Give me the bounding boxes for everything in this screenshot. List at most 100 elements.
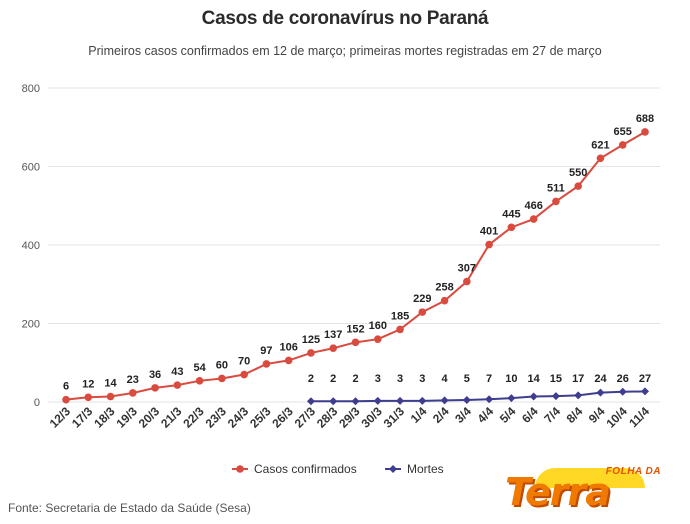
x-tick-label: 7/4 (541, 404, 563, 426)
data-point (129, 389, 137, 397)
data-label: 60 (216, 359, 228, 371)
data-label: 54 (193, 362, 206, 374)
source-note: Fonte: Secretaria de Estado da Saúde (Se… (8, 501, 251, 515)
x-tick-label: 19/3 (114, 404, 141, 431)
data-point (418, 308, 427, 316)
data-point (574, 182, 582, 190)
data-label: 14 (528, 373, 541, 385)
data-point (262, 360, 271, 368)
logo-top-text: FOLHA DA (605, 466, 661, 477)
x-tick-label: 12/3 (47, 404, 74, 431)
data-label: 258 (435, 282, 453, 294)
x-tick-label: 23/3 (203, 404, 230, 431)
data-label: 550 (569, 167, 587, 179)
data-point (396, 325, 404, 334)
data-label: 229 (413, 293, 431, 305)
data-label: 10 (505, 373, 517, 385)
logo-sun-shape (535, 468, 645, 488)
legend: Casos confirmados Mortes (232, 462, 444, 476)
legend-marker (236, 465, 244, 473)
data-label: 160 (369, 320, 387, 332)
data-point (329, 397, 338, 406)
data-point (373, 396, 382, 405)
data-label: 2 (308, 373, 314, 385)
x-tick-label: 21/3 (158, 404, 185, 431)
data-point (551, 392, 560, 401)
x-tick-label: 18/3 (91, 404, 118, 431)
data-label: 152 (346, 323, 364, 335)
data-point (618, 387, 627, 396)
data-point (151, 384, 159, 392)
data-point (173, 381, 182, 389)
y-tick-label: 0 (34, 397, 40, 409)
data-label: 688 (636, 113, 654, 125)
data-label: 137 (324, 329, 342, 341)
data-label: 2 (330, 373, 336, 385)
data-label: 5 (464, 373, 470, 385)
data-point (596, 388, 605, 397)
data-point (507, 394, 516, 403)
x-tick-label: 8/4 (564, 404, 586, 426)
data-label: 24 (594, 373, 607, 385)
data-point (440, 396, 449, 405)
data-point (284, 356, 293, 365)
x-tick-label: 26/3 (269, 404, 296, 431)
x-tick-label: 17/3 (69, 404, 96, 431)
legend-label: Mortes (407, 462, 444, 476)
x-tick-label: 31/3 (381, 404, 408, 431)
y-tick-label: 600 (22, 162, 40, 174)
x-tick-label: 6/4 (519, 404, 541, 426)
data-label: 621 (591, 139, 609, 151)
series-line (310, 390, 646, 403)
data-label: 14 (104, 378, 117, 390)
data-point (373, 335, 382, 344)
data-label: 36 (149, 369, 161, 381)
data-label: 70 (238, 356, 250, 368)
data-label: 26 (617, 373, 629, 385)
data-point (84, 393, 93, 402)
x-tick-label: 5/4 (497, 404, 519, 426)
folha-da-terra-logo: FOLHA DA Terra (505, 466, 665, 514)
data-point (485, 240, 493, 249)
x-tick-label: 25/3 (247, 404, 274, 431)
x-tick-label: 4/4 (475, 404, 497, 426)
data-point (306, 397, 315, 406)
data-label: 445 (502, 208, 520, 220)
logo-main-text: Terra (505, 470, 611, 514)
x-tick-label: 28/3 (314, 404, 341, 431)
data-label: 6 (63, 381, 69, 393)
data-label: 97 (260, 345, 272, 357)
legend-item-mortes: Mortes (385, 462, 444, 476)
data-point (62, 395, 70, 404)
data-label: 185 (391, 310, 409, 322)
data-point (529, 392, 538, 401)
data-label: 7 (486, 373, 492, 385)
data-label: 401 (480, 226, 498, 238)
data-label: 3 (397, 373, 403, 385)
data-label: 43 (171, 366, 183, 378)
data-label: 15 (550, 373, 562, 385)
legend-marker (389, 465, 397, 473)
data-point (574, 391, 583, 400)
data-point (195, 377, 204, 385)
data-point (552, 197, 560, 206)
data-point (106, 392, 115, 401)
data-point (641, 387, 649, 396)
data-label: 17 (572, 373, 584, 385)
data-label: 3 (375, 373, 381, 385)
x-tick-label: 27/3 (292, 404, 319, 431)
x-tick-label: 11/4 (626, 404, 652, 430)
x-tick-label: 10/4 (603, 404, 630, 431)
data-point (618, 141, 627, 149)
data-point (462, 396, 471, 405)
y-tick-label: 200 (22, 319, 40, 331)
data-point (218, 374, 226, 383)
data-point (507, 223, 516, 232)
legend-item-casos-confirmados: Casos confirmados (232, 462, 357, 476)
chart-title: Casos de coronavírus no Paraná (201, 8, 489, 29)
x-tick-label: 24/3 (225, 404, 252, 431)
data-point (240, 370, 248, 379)
data-label: 511 (547, 182, 565, 194)
x-tick-label: 29/3 (336, 404, 363, 431)
data-label: 3 (419, 373, 425, 385)
